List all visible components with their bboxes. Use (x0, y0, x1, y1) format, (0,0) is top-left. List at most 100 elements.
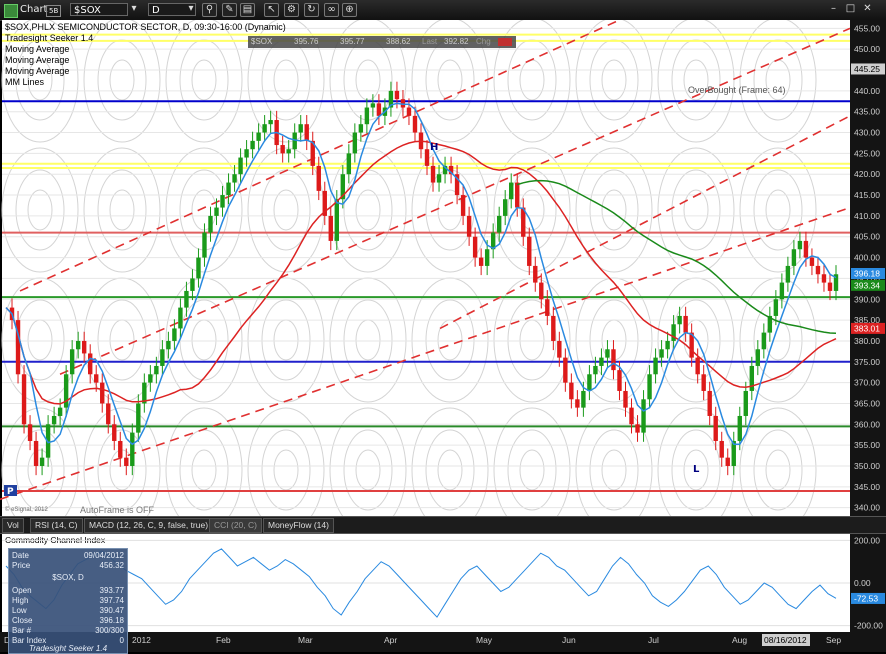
legend-study-ma-2: Moving Average (5, 55, 70, 65)
candle-body (220, 195, 225, 208)
search-icon[interactable]: ⚲ (202, 3, 217, 17)
frame-ellipse (273, 189, 299, 231)
price-axis-bg (850, 20, 886, 516)
cp-date-label: Date (12, 551, 29, 560)
interval-input[interactable]: D (148, 3, 196, 16)
cp-open: 393.77 (99, 586, 124, 595)
frame-ellipse (165, 147, 243, 273)
candle-body (671, 324, 676, 341)
frame-ellipse (27, 59, 53, 101)
candle-body (256, 132, 261, 141)
candle-body (478, 257, 484, 266)
tab-cci[interactable]: CCI (20, C) (209, 518, 262, 533)
link-badge[interactable]: 5B (46, 5, 62, 17)
candle-body (21, 374, 27, 425)
interval-dropdown-icon[interactable]: ▾ (188, 3, 194, 14)
candle-body (316, 165, 321, 191)
link-icon[interactable]: ∞ (324, 3, 339, 17)
candles (9, 81, 839, 476)
tab-moneyflow[interactable]: MoneyFlow (14) (263, 518, 334, 533)
candle-body (599, 357, 604, 366)
cursor-icon[interactable]: ↖ (264, 3, 279, 17)
chart-legend: $SOX,PHLX SEMICONDUCTOR SECTOR, D, 09:30… (5, 22, 286, 88)
symbol-input[interactable]: $SOX (70, 3, 128, 16)
frame-ellipse (507, 429, 557, 511)
channel-aug (439, 115, 851, 330)
frame-ellipse (1, 147, 79, 273)
frame-ellipse (343, 299, 393, 381)
maximize-icon[interactable]: □ (845, 3, 856, 14)
symbol-dropdown-icon[interactable]: ▾ (131, 3, 137, 14)
price-tick-label: 340.00 (854, 503, 880, 513)
frame-ellipse (15, 429, 65, 511)
candle-body (226, 182, 231, 196)
candle-body (81, 340, 87, 354)
window-title: Chart (20, 4, 48, 15)
frame-ellipse (507, 299, 557, 381)
legend-study-ma-3: Moving Average (5, 66, 70, 76)
frame-ellipse (425, 429, 475, 511)
candle-body (701, 374, 706, 391)
candle-body (569, 382, 574, 400)
candle-body (292, 132, 297, 150)
zoom-icon[interactable]: ⊕ (342, 3, 357, 17)
price-tick-label: 455.00 (854, 23, 880, 33)
tab-macd[interactable]: MACD (12, 26, C, 9, false, true) (84, 518, 214, 533)
price-tick-label: 345.00 (854, 482, 880, 492)
candle-body (57, 407, 63, 416)
frame-ellipse (109, 59, 135, 101)
price-tag-blue-ma: 396.18 (854, 269, 880, 279)
properties-icon[interactable]: ▤ (240, 3, 255, 17)
cp-open-label: Open (12, 586, 32, 595)
tab-vol[interactable]: Vol (2, 518, 24, 533)
candle-body (809, 257, 815, 266)
candle-body (190, 278, 195, 291)
frame-ellipse (575, 20, 653, 143)
candle-body (118, 440, 123, 458)
price-tick-label: 430.00 (854, 128, 880, 138)
candle-body (148, 374, 153, 383)
close-icon[interactable]: ✕ (863, 3, 872, 14)
insert-study-icon[interactable]: ✎ (222, 3, 237, 17)
refresh-icon[interactable]: ↻ (304, 3, 319, 17)
candle-body (214, 207, 219, 216)
candle-body (533, 265, 538, 283)
candle-body (827, 282, 833, 291)
candle-body (521, 207, 526, 237)
frame-ellipse (601, 189, 627, 231)
price-tag-green-ma: 393.34 (854, 280, 880, 290)
legend-study-seeker: Tradesight Seeker 1.4 (5, 33, 94, 43)
candle-body (587, 374, 592, 391)
candle-body (539, 282, 544, 300)
price-tick-label: 390.00 (854, 294, 880, 304)
candle-body (581, 390, 586, 408)
frame-ellipse (355, 59, 381, 101)
frame-ellipse (165, 20, 243, 143)
price-tick-label: 420.00 (854, 169, 880, 179)
time-tick-label: 2012 (132, 635, 151, 645)
candle-body (208, 215, 213, 233)
settings-gear-icon[interactable]: ⚙ (284, 3, 299, 17)
price-chart[interactable]: OverBought (Frame: 64) AutoFrame is OFF © … (0, 20, 886, 652)
cci-tag-bg (851, 592, 885, 604)
frame-ellipse (589, 299, 639, 381)
frame-ellipse (493, 20, 571, 143)
chart-window-icon (4, 4, 18, 18)
cp-barindex-label: Bar Index (12, 636, 47, 645)
tab-rsi[interactable]: RSI (14, C) (30, 518, 83, 533)
time-axis-bg (0, 632, 886, 652)
channel-mid-top (59, 27, 851, 376)
frame-ellipse (1, 20, 79, 143)
candle-body (328, 215, 333, 241)
cp-symbol: $SOX, D (52, 573, 84, 582)
candle-body (394, 90, 400, 100)
cp-bar: 300/300 (95, 626, 124, 635)
minimize-icon[interactable]: – (831, 3, 836, 14)
candle-body (689, 332, 694, 358)
price-tag-red-ma-bg (851, 322, 885, 334)
swing-low-label: L (693, 464, 700, 475)
cp-bar-label: Bar # (12, 626, 32, 635)
candle-body (376, 103, 382, 116)
candle-body (653, 357, 658, 375)
candle-body (142, 382, 147, 404)
